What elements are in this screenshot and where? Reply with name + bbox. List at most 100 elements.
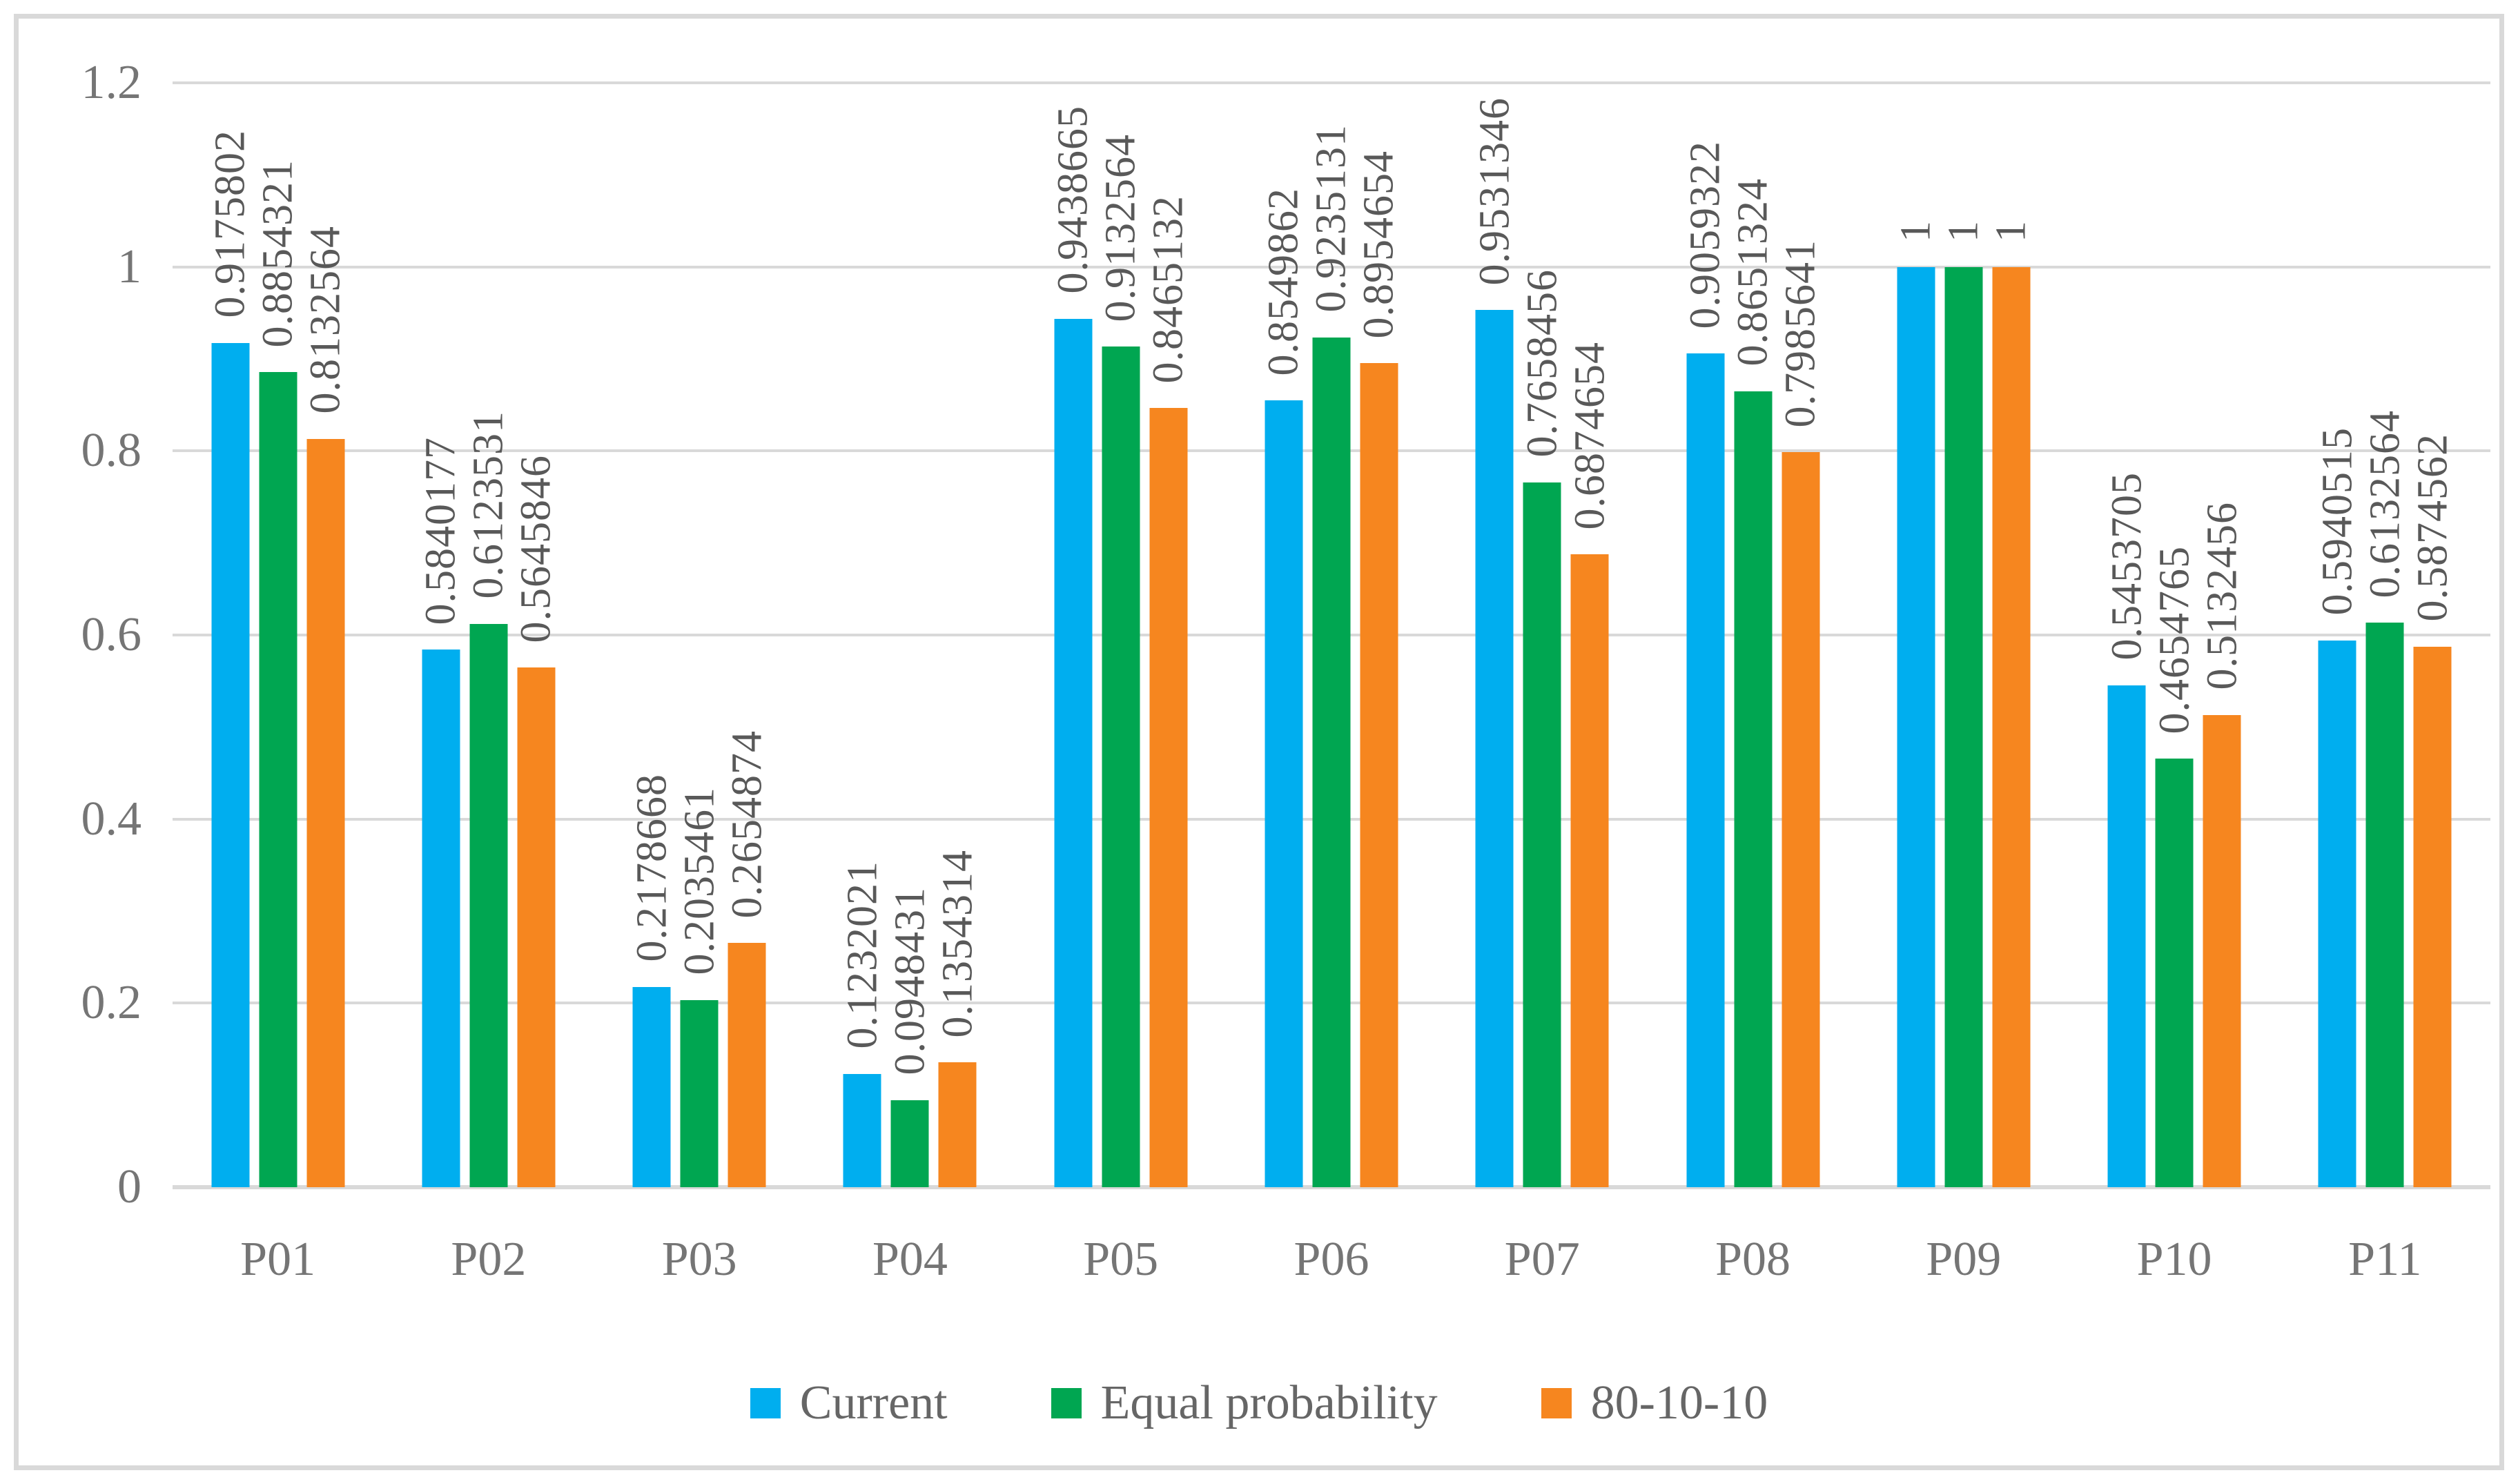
bar-slot: 1 xyxy=(1987,83,2035,1187)
bar-group-P06: 0.8549862 0.9235131 0.8954654 xyxy=(1226,83,1436,1187)
bar-slot: 0.6123531 xyxy=(465,83,512,1187)
legend-label: 80-10-10 xyxy=(1590,1376,1768,1429)
y-tick-label-0.4: 0.4 xyxy=(81,792,142,846)
y-tick-label-0.6: 0.6 xyxy=(81,608,142,661)
bar-slot: 0.0948431 xyxy=(886,83,933,1187)
bar-slot: 0.1232021 xyxy=(839,83,886,1187)
x-axis: P01 P02 P03 P04 P05 P06 P07 P08 P09 P10 P11 xyxy=(173,1236,2490,1305)
bar-Equal probability-P04 xyxy=(890,1100,929,1187)
bar-80-10-10-P10 xyxy=(2203,714,2241,1187)
bar-slot: 1 xyxy=(1940,83,1987,1187)
data-label-Equal probability-P09: 1 xyxy=(1940,219,1987,242)
y-tick-label-0.2: 0.2 xyxy=(81,976,142,1030)
bar-cluster: 0.9531346 0.7658456 0.6874654 xyxy=(1471,83,1614,1187)
x-tick-label-P07: P07 xyxy=(1504,1233,1580,1286)
bar-80-10-10-P05 xyxy=(1149,408,1188,1187)
data-label-80-10-10-P05: 0.8465132 xyxy=(1144,195,1192,384)
data-label-80-10-10-P08: 0.7985641 xyxy=(1777,239,1824,428)
bar-80-10-10-P09 xyxy=(1992,266,2031,1187)
bar-cluster: 0.2178668 0.2035461 0.2654874 xyxy=(628,83,771,1187)
data-label-80-10-10-P07: 0.6874654 xyxy=(1566,341,1614,530)
bar-Current-P04 xyxy=(843,1073,881,1187)
y-axis: 0 0.2 0.4 0.6 0.8 1 1.2 xyxy=(0,59,142,1211)
bar-cluster: 0.9438665 0.9132564 0.8465132 xyxy=(1050,83,1192,1187)
data-label-80-10-10-P03: 0.2654874 xyxy=(723,730,771,919)
data-label-80-10-10-P01: 0.8132564 xyxy=(302,226,349,414)
bar-group-P05: 0.9438665 0.9132564 0.8465132 xyxy=(1015,83,1226,1187)
bar-80-10-10-P08 xyxy=(1782,452,1820,1187)
bar-Equal probability-P01 xyxy=(259,372,297,1187)
x-tick-label-P09: P09 xyxy=(1926,1233,2002,1286)
gridline-1 xyxy=(173,265,2490,269)
bar-Current-P09 xyxy=(1897,266,1935,1187)
bar-slot: 0.9175802 xyxy=(207,83,254,1187)
data-label-80-10-10-P09: 1 xyxy=(1987,219,2035,242)
bar-Equal probability-P10 xyxy=(2155,759,2194,1187)
data-label-Current-P09: 1 xyxy=(1892,219,1940,242)
data-label-80-10-10-P04: 0.1354314 xyxy=(934,849,982,1038)
bar-group-P02: 0.5840177 0.6123531 0.5645846 xyxy=(383,83,594,1187)
data-label-Current-P10: 0.5453705 xyxy=(2103,472,2151,661)
legend: Current Equal probability 80-10-10 xyxy=(0,1379,2518,1427)
data-label-Equal probability-P05: 0.9132564 xyxy=(1097,133,1144,322)
x-tick-label-P01: P01 xyxy=(240,1233,316,1286)
bar-group-P04: 0.1232021 0.0948431 0.1354314 xyxy=(805,83,1015,1187)
bar-group-P01: 0.9175802 0.8854321 0.8132564 xyxy=(173,83,383,1187)
bar-slot: 0.8651324 xyxy=(1729,83,1777,1187)
bar-slot: 0.5940515 xyxy=(2314,83,2361,1187)
x-tick-label-P04: P04 xyxy=(872,1233,948,1286)
bar-Equal probability-P06 xyxy=(1312,337,1351,1187)
legend-label: Equal probability xyxy=(1100,1376,1438,1429)
data-label-Equal probability-P01: 0.8854321 xyxy=(254,159,302,348)
bar-slot: 0.7985641 xyxy=(1777,83,1824,1187)
data-label-Equal probability-P06: 0.9235131 xyxy=(1307,124,1355,313)
bar-80-10-10-P07 xyxy=(1570,554,1609,1187)
data-label-Equal probability-P10: 0.4654765 xyxy=(2151,545,2198,734)
data-label-Equal probability-P03: 0.2035461 xyxy=(676,787,723,975)
gridline-0 xyxy=(173,1185,2490,1189)
bar-slot: 0.2035461 xyxy=(676,83,723,1187)
bar-80-10-10-P02 xyxy=(517,667,556,1187)
bar-Current-P07 xyxy=(1475,310,1514,1187)
bar-slot: 0.9059322 xyxy=(1682,83,1729,1187)
bar-Equal probability-P07 xyxy=(1523,482,1561,1187)
bar-Current-P01 xyxy=(211,342,250,1187)
bar-group-P10: 0.5453705 0.4654765 0.5132456 xyxy=(2069,83,2279,1187)
data-label-Current-P06: 0.8549862 xyxy=(1260,187,1307,376)
bar-slot: 0.9438665 xyxy=(1050,83,1097,1187)
legend-swatch-icon xyxy=(1051,1388,1082,1418)
bar-Equal probability-P05 xyxy=(1102,346,1140,1187)
legend-item-80-10-10: 80-10-10 xyxy=(1541,1379,1768,1427)
data-label-Current-P02: 0.5840177 xyxy=(417,436,465,625)
bar-slot: 0.5874562 xyxy=(2409,83,2457,1187)
bar-slot: 0.2178668 xyxy=(628,83,675,1187)
gridline-1.2 xyxy=(173,81,2490,84)
bar-cluster: 0.1232021 0.0948431 0.1354314 xyxy=(839,83,982,1187)
bar-slot: 0.2654874 xyxy=(723,83,771,1187)
data-label-80-10-10-P11: 0.5874562 xyxy=(2409,433,2457,622)
legend-swatch-icon xyxy=(1541,1388,1572,1418)
bar-cluster: 0.5940515 0.6132564 0.5874562 xyxy=(2314,83,2457,1187)
bar-Current-P11 xyxy=(2318,640,2356,1187)
bar-cluster: 0.9175802 0.8854321 0.8132564 xyxy=(207,83,349,1187)
bar-slot: 0.6132564 xyxy=(2361,83,2409,1187)
y-tick-label-0.8: 0.8 xyxy=(81,424,142,478)
bar-slot: 0.5645846 xyxy=(512,83,560,1187)
bar-slot: 0.9235131 xyxy=(1307,83,1355,1187)
bar-Current-P08 xyxy=(1686,353,1725,1187)
bar-cluster: 0.5840177 0.6123531 0.5645846 xyxy=(417,83,560,1187)
data-label-Equal probability-P08: 0.8651324 xyxy=(1729,178,1777,367)
bar-slot: 0.5840177 xyxy=(417,83,465,1187)
bar-cluster: 0.5453705 0.4654765 0.5132456 xyxy=(2103,83,2245,1187)
x-tick-label-P05: P05 xyxy=(1083,1233,1159,1286)
bar-80-10-10-P03 xyxy=(728,943,766,1187)
data-label-80-10-10-P02: 0.5645846 xyxy=(512,454,560,643)
legend-item-Equal probability: Equal probability xyxy=(1051,1379,1438,1427)
legend-item-Current: Current xyxy=(750,1379,948,1427)
bar-slot: 0.9531346 xyxy=(1471,83,1518,1187)
bar-80-10-10-P04 xyxy=(938,1062,977,1187)
data-label-Equal probability-P11: 0.6132564 xyxy=(2361,409,2409,598)
data-label-Equal probability-P07: 0.7658456 xyxy=(1519,269,1566,458)
